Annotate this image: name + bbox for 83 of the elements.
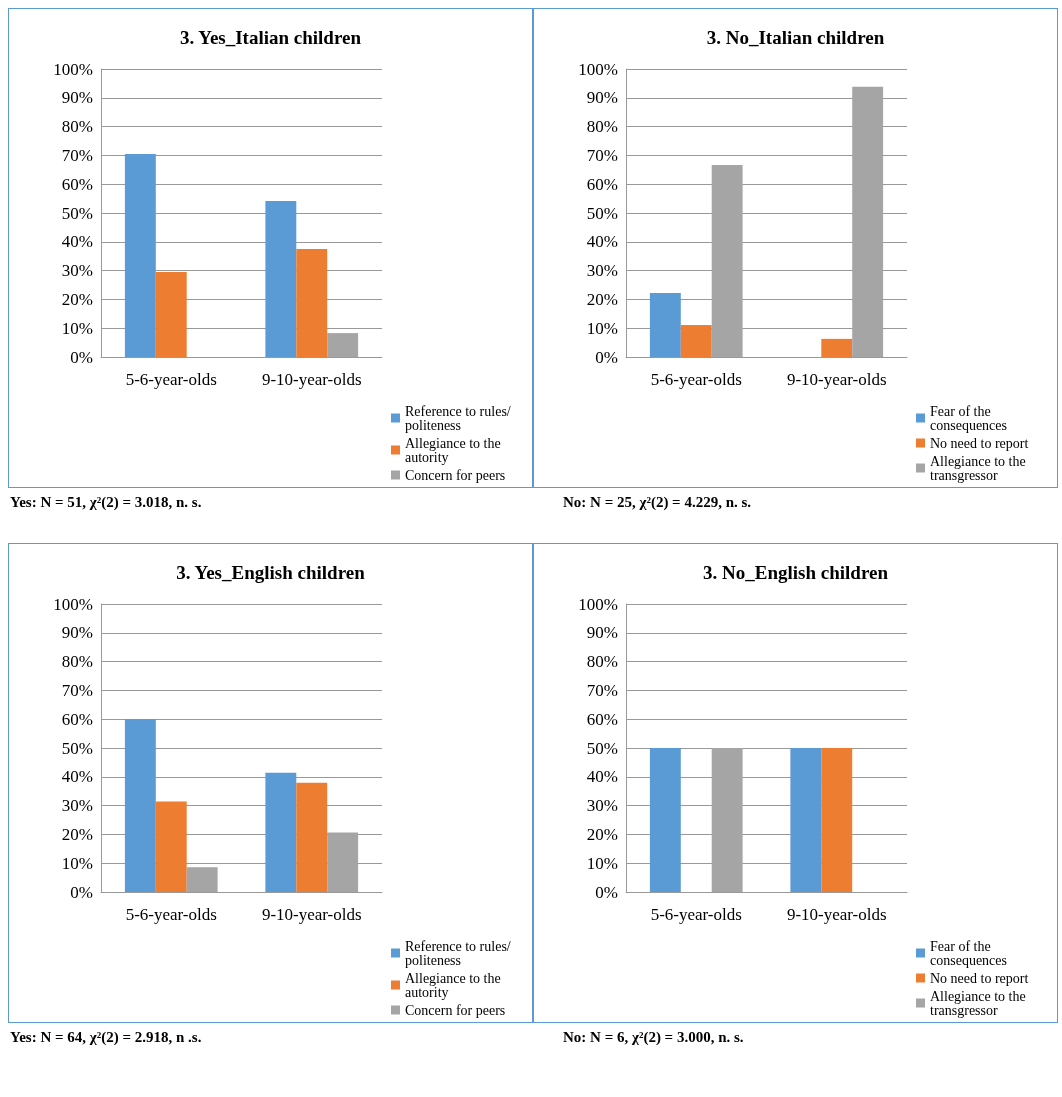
x-tick-label: 5-6-year-olds	[125, 905, 217, 924]
y-tick-label: 20%	[61, 824, 93, 844]
chart-title: 3. Yes_Italian children	[179, 27, 362, 48]
y-tick-label: 80%	[61, 652, 93, 672]
y-tick-label: 40%	[586, 767, 618, 787]
x-tick-label: 9-10-year-olds	[261, 370, 362, 389]
y-tick-label: 20%	[586, 289, 618, 309]
y-tick-label: 40%	[61, 232, 93, 252]
y-tick-label: 50%	[61, 203, 93, 223]
bar	[124, 153, 156, 357]
legend-label: Allegiance to the autority	[405, 970, 505, 1000]
legend-label: No need to report	[930, 970, 1029, 986]
x-tick-label: 5-6-year-olds	[125, 370, 217, 389]
y-tick-label: 60%	[586, 709, 618, 729]
y-tick-label: 10%	[586, 853, 618, 873]
y-tick-label: 50%	[61, 738, 93, 758]
y-tick-label: 100%	[578, 594, 618, 614]
y-tick-label: 70%	[61, 145, 93, 165]
legend-label: Reference to rules/politeness	[405, 938, 511, 968]
y-tick-label: 0%	[595, 882, 618, 902]
bar	[296, 782, 328, 892]
y-tick-label: 80%	[586, 652, 618, 672]
text: Yes: N = 51, χ²(2) = 3.018, n. s.	[10, 494, 203, 511]
y-tick-label: 80%	[586, 117, 618, 137]
y-tick-label: 60%	[61, 709, 93, 729]
bar	[821, 338, 853, 357]
bar	[265, 200, 297, 357]
y-tick-label: 70%	[586, 680, 618, 700]
y-tick-label: 90%	[61, 88, 93, 108]
y-tick-label: 100%	[578, 59, 618, 79]
y-tick-label: 20%	[61, 289, 93, 309]
x-tick-label: 9-10-year-olds	[786, 905, 887, 924]
y-tick-label: 10%	[586, 318, 618, 338]
legend-label: Fear of the consequences	[930, 938, 1007, 968]
y-tick-label: 0%	[70, 882, 93, 902]
y-tick-label: 70%	[61, 680, 93, 700]
bar	[155, 801, 187, 892]
bar	[296, 249, 328, 357]
y-tick-label: 90%	[61, 623, 93, 643]
x-tick-label: 5-6-year-olds	[650, 905, 742, 924]
y-tick-label: 30%	[61, 796, 93, 816]
legend-label: Allegiance to the transgressor	[930, 453, 1030, 483]
y-tick-label: 80%	[61, 117, 93, 137]
legend-label: Fear of the consequences	[930, 403, 1007, 433]
text: No: N = 6, χ²(2) = 3.000, n. s.	[563, 1029, 745, 1046]
legend-label: Allegiance to the autority	[405, 435, 505, 465]
y-tick-label: 50%	[586, 203, 618, 223]
y-tick-label: 10%	[61, 318, 93, 338]
y-tick-label: 40%	[61, 767, 93, 787]
legend-label: No need to report	[930, 435, 1029, 451]
y-tick-label: 30%	[586, 796, 618, 816]
y-tick-label: 60%	[586, 174, 618, 194]
y-tick-label: 10%	[61, 853, 93, 873]
legend-label: Reference to rules/politeness	[405, 403, 511, 433]
text: Yes: N = 64, χ²(2) = 2.918, n .s.	[10, 1029, 203, 1046]
x-tick-label: 9-10-year-olds	[261, 905, 362, 924]
x-tick-label: 9-10-year-olds	[786, 370, 887, 389]
y-tick-label: 20%	[586, 824, 618, 844]
chart-title: 3. No_English children	[703, 562, 889, 583]
bar	[155, 272, 187, 357]
y-tick-label: 0%	[595, 347, 618, 367]
y-tick-label: 40%	[586, 232, 618, 252]
y-tick-label: 100%	[53, 594, 93, 614]
bar	[680, 325, 712, 357]
y-tick-label: 70%	[586, 145, 618, 165]
y-tick-label: 100%	[53, 59, 93, 79]
bar	[124, 719, 156, 892]
x-tick-label: 5-6-year-olds	[650, 370, 742, 389]
y-tick-label: 30%	[61, 261, 93, 281]
y-tick-label: 90%	[586, 88, 618, 108]
legend-label: Concern for peers	[405, 467, 506, 483]
text: No: N = 25, χ²(2) = 4.229, n. s.	[563, 494, 753, 511]
legend-label: Allegiance to the transgressor	[930, 988, 1030, 1018]
chart-title: 3. Yes_English children	[176, 562, 366, 583]
y-tick-label: 90%	[586, 623, 618, 643]
legend-label: Concern for peers	[405, 1002, 506, 1018]
y-tick-label: 60%	[61, 174, 93, 194]
bar	[649, 293, 681, 357]
bar	[265, 772, 297, 892]
chart-title: 3. No_Italian children	[706, 27, 885, 48]
y-tick-label: 30%	[586, 261, 618, 281]
y-tick-label: 50%	[586, 738, 618, 758]
y-tick-label: 0%	[70, 347, 93, 367]
